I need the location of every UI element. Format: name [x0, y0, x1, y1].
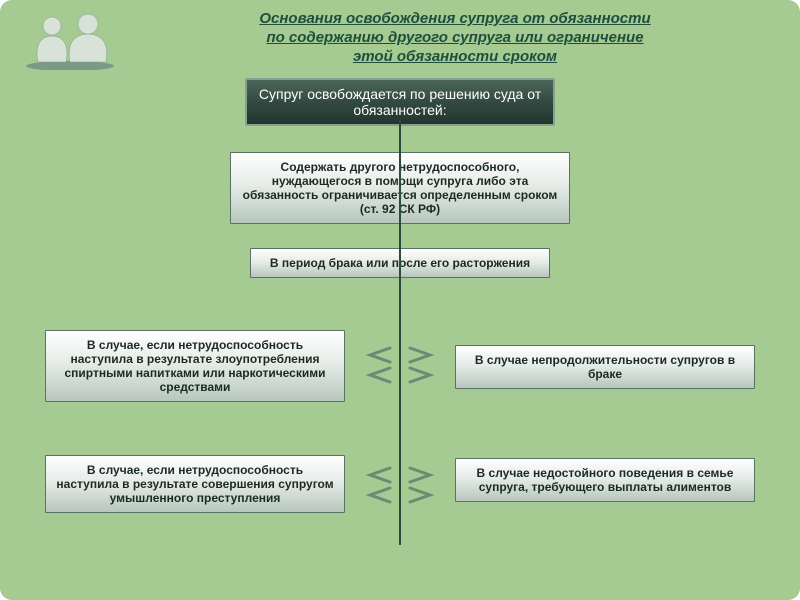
box-b-text: В период брака или после его расторжения — [270, 256, 530, 270]
box-main-obligation: Содержать другого нетрудоспособного, нуж… — [230, 152, 570, 224]
title-line-3: этой обязанности сроком — [140, 48, 770, 67]
box-period: В период брака или после его расторжения — [250, 248, 550, 278]
box-case-short-marriage: В случае непродолжительности супругов в … — [455, 345, 755, 389]
box-case-substance-abuse: В случае, если нетрудоспособность наступ… — [45, 330, 345, 402]
box-c-text: В случае, если нетрудоспособность наступ… — [64, 338, 325, 394]
diagram-canvas: Основания освобождения супруга от обязан… — [0, 0, 800, 600]
title-line-1: Основания освобождения супруга от обязан… — [140, 10, 770, 29]
box-case-crime: В случае, если нетрудоспособность наступ… — [45, 455, 345, 513]
header-box: Супруг освобождается по решению суда от … — [245, 78, 555, 126]
title-line-2: по содержанию другого супруга или ограни… — [140, 29, 770, 48]
people-icon — [20, 10, 120, 70]
box-case-misconduct: В случае недостойного поведения в семье … — [455, 458, 755, 502]
box-f-text: В случае недостойного поведения в семье … — [477, 466, 734, 494]
box-e-text: В случае, если нетрудоспособность наступ… — [56, 463, 333, 505]
box-d-text: В случае непродолжительности супругов в … — [475, 353, 735, 381]
diagram-title: Основания освобождения супруга от обязан… — [140, 10, 770, 66]
header-text: Супруг освобождается по решению суда от … — [259, 86, 541, 118]
box-a-text: Содержать другого нетрудоспособного, нуж… — [243, 160, 558, 216]
